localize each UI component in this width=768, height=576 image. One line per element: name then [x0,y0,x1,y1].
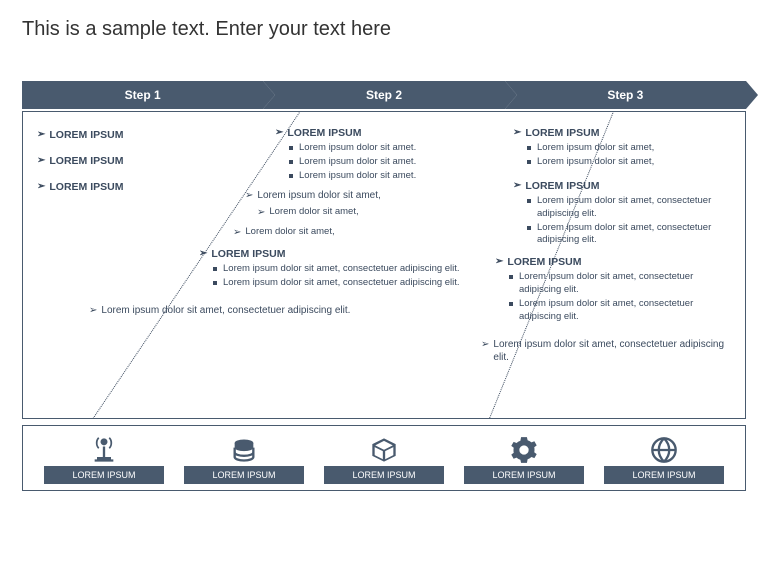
bullet-text: Lorem dolor sit amet, [269,206,358,219]
group-head: LOREM IPSUM [507,255,581,269]
group-head: LOREM IPSUM [287,126,361,140]
bullet-text: Lorem ipsum dolor sit amet. [299,156,416,169]
chevron-icon: ➢ [233,226,241,240]
bullet-text: Lorem ipsum dolor sit amet, [257,189,380,203]
chevron-icon: ➢ [245,189,253,203]
chevron-icon: ➢ [495,255,503,269]
bullet-text: LOREM IPSUM [49,154,123,168]
chevron-icon: ➢ [275,126,283,140]
coins-icon [230,436,258,464]
icon-item: LOREM IPSUM [599,436,729,484]
bullet-text: Lorem ipsum dolor sit amet. [299,170,416,183]
column-step3: ➢ LOREM IPSUM Lorem ipsum dolor sit amet,… [513,122,743,367]
column-step2: ➢ LOREM IPSUM Lorem ipsum dolor sit amet.… [185,122,495,319]
step-label: Step 2 [366,88,402,102]
bullet-text: Lorem ipsum dolor sit amet. [299,142,416,155]
step-label: Step 3 [607,88,643,102]
chevron-icon: ➢ [257,206,265,220]
square-bullet-icon [527,199,531,203]
bullet-text: Lorem ipsum dolor sit amet, consectetuer… [537,195,737,221]
square-bullet-icon [527,226,531,230]
chevron-icon: ➢ [37,128,45,142]
square-bullet-icon [213,267,217,271]
step-arrow-2: Step 2 [263,81,504,109]
chevron-icon: ➢ [37,180,45,194]
gear-icon [510,436,538,464]
group-head: LOREM IPSUM [211,247,285,261]
bullet-text: Lorem ipsum dolor sit amet, consectetuer… [519,271,729,297]
icon-label: LOREM IPSUM [44,466,164,484]
globe-icon [650,436,678,464]
bullet-text: LOREM IPSUM [49,180,123,194]
content-panel: ➢ LOREM IPSUM ➢ LOREM IPSUM ➢ LOREM IPSUM ➢… [22,111,746,419]
group-head: LOREM IPSUM [525,179,599,193]
chevron-icon: ➢ [37,154,45,168]
icon-item: LOREM IPSUM [179,436,309,484]
bullet-text: LOREM IPSUM [49,128,123,142]
column-step1: ➢ LOREM IPSUM ➢ LOREM IPSUM ➢ LOREM IPSUM [37,122,177,197]
bullet-text: Lorem ipsum dolor sit amet, consectetuer… [537,222,737,248]
square-bullet-icon [289,160,293,164]
icon-row: LOREM IPSUM LOREM IPSUM LOREM IPSUM LORE… [22,425,746,491]
step-arrow-row: Step 1 Step 2 Step 3 [22,81,746,109]
square-bullet-icon [213,281,217,285]
chevron-icon: ➢ [513,179,521,193]
square-bullet-icon [289,146,293,150]
square-bullet-icon [527,160,531,164]
page-title: This is a sample text. Enter your text h… [22,18,746,41]
icon-label: LOREM IPSUM [464,466,584,484]
icon-item: LOREM IPSUM [459,436,589,484]
bullet-text: Lorem ipsum dolor sit amet, [537,156,654,169]
bullet-text: Lorem ipsum dolor sit amet, consectetuer… [493,338,731,365]
square-bullet-icon [527,146,531,150]
box-icon [370,436,398,464]
square-bullet-icon [509,302,513,306]
icon-item: LOREM IPSUM [319,436,449,484]
square-bullet-icon [509,275,513,279]
bullet-text: Lorem ipsum dolor sit amet, consectetuer… [519,298,729,324]
icon-item: LOREM IPSUM [39,436,169,484]
bullet-text: Lorem ipsum dolor sit amet, [537,142,654,155]
bullet-text: Lorem ipsum dolor sit amet, consectetuer… [101,304,350,318]
chevron-icon: ➢ [481,338,489,352]
bullet-text: Lorem ipsum dolor sit amet, consectetuer… [223,277,460,290]
icon-label: LOREM IPSUM [324,466,444,484]
bullet-text: Lorem ipsum dolor sit amet, consectetuer… [223,263,460,276]
chevron-icon: ➢ [513,126,521,140]
square-bullet-icon [289,174,293,178]
icon-label: LOREM IPSUM [604,466,724,484]
group-head: LOREM IPSUM [525,126,599,140]
chevron-icon: ➢ [89,304,97,318]
step-label: Step 1 [125,88,161,102]
bullet-text: Lorem dolor sit amet, [245,226,334,239]
chevron-icon: ➢ [199,247,207,261]
step-arrow-3: Step 3 [505,81,746,109]
antenna-icon [90,436,118,464]
icon-label: LOREM IPSUM [184,466,304,484]
step-arrow-1: Step 1 [22,81,263,109]
